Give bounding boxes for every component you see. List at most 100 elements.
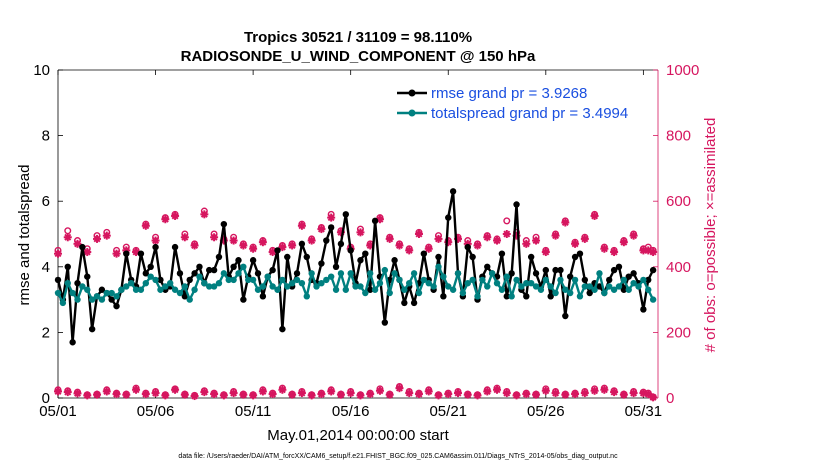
- asterisk-stroke: [542, 387, 550, 395]
- asterisk-stroke: [630, 389, 638, 397]
- obs-low-assimilated-marker: [336, 390, 345, 399]
- obs-low-assimilated-marker: [590, 386, 599, 395]
- asterisk-stroke: [474, 391, 482, 399]
- asterisk-stroke: [210, 390, 218, 398]
- asterisk-stroke: [425, 387, 433, 395]
- series-point-0: [64, 263, 71, 270]
- obs-low-assimilated-marker: [151, 389, 160, 398]
- series-point-0: [596, 283, 603, 290]
- series-point-1: [259, 283, 267, 290]
- series-point-0: [240, 296, 247, 303]
- obs-low-assimilated-marker: [424, 387, 433, 396]
- obs-assimilated-marker: [180, 233, 189, 242]
- series-point-1: [518, 283, 525, 290]
- series-point-1: [532, 283, 540, 290]
- series-point-1: [537, 286, 545, 293]
- series-point-1: [176, 289, 184, 297]
- series-point-1: [103, 289, 110, 297]
- series-point-1: [240, 263, 247, 270]
- series-point-1: [74, 296, 81, 303]
- series-point-1: [196, 273, 203, 280]
- asterisk-stroke: [132, 248, 140, 256]
- y-tick-label-left: 0: [42, 390, 50, 407]
- series-point-1: [415, 289, 423, 297]
- legend-swatch-marker: [408, 109, 416, 117]
- asterisk-stroke: [200, 210, 208, 218]
- series-point-1: [464, 280, 471, 287]
- obs-assimilated-marker: [473, 241, 482, 250]
- series-point-1: [645, 286, 652, 293]
- series-point-1: [157, 286, 164, 293]
- asterisk-stroke: [493, 386, 501, 394]
- obs-low-assimilated-marker: [54, 387, 62, 396]
- series-point-1: [220, 270, 228, 277]
- legend-swatch-marker: [408, 89, 416, 97]
- obs-assimilated-marker: [190, 241, 199, 250]
- series-point-1: [284, 283, 291, 290]
- obs-low-assimilated-marker: [649, 393, 658, 402]
- obs-assimilated-marker: [288, 241, 297, 250]
- series-point-0: [274, 247, 281, 254]
- asterisk-stroke: [337, 391, 345, 399]
- series-point-1: [308, 270, 315, 277]
- series-point-1: [64, 280, 71, 287]
- obs-assimilated-marker: [600, 244, 609, 253]
- series-point-1: [342, 286, 350, 293]
- series-point-1: [445, 283, 452, 290]
- asterisk-stroke: [239, 391, 247, 399]
- obs-assimilated-marker: [278, 243, 287, 252]
- series-point-0: [347, 247, 354, 254]
- obs-low-assimilated-marker: [278, 385, 287, 394]
- asterisk-stroke: [161, 215, 169, 223]
- series-point-0: [342, 211, 350, 218]
- series-point-0: [69, 339, 76, 346]
- obs-low-assimilated-marker: [356, 391, 365, 400]
- series-point-0: [610, 266, 618, 274]
- asterisk-stroke: [298, 222, 306, 230]
- series-point-0: [552, 266, 559, 274]
- asterisk-stroke: [308, 237, 316, 245]
- obs-assimilated-marker: [649, 248, 658, 257]
- asterisk-stroke: [405, 389, 413, 397]
- obs-low-assimilated-marker: [561, 390, 570, 399]
- series-point-1: [93, 293, 101, 300]
- asterisk-stroke: [366, 241, 374, 249]
- series-point-0: [562, 312, 569, 320]
- obs-low-assimilated-marker: [346, 389, 355, 398]
- asterisk-stroke: [581, 235, 589, 243]
- series-point-0: [157, 276, 164, 284]
- series-point-1: [123, 283, 130, 290]
- asterisk-stroke: [434, 235, 442, 243]
- x-axis-label: May.01,2014 00:00:00 start: [267, 427, 449, 444]
- asterisk-stroke: [239, 241, 247, 249]
- series-point-1: [352, 283, 359, 290]
- series-point-1: [186, 296, 193, 303]
- series-point-1: [630, 280, 637, 287]
- series-point-0: [581, 276, 589, 284]
- asterisk-stroke: [83, 391, 91, 399]
- series-point-1: [391, 270, 398, 277]
- series-point-0: [513, 201, 520, 208]
- asterisk-stroke: [600, 386, 608, 394]
- series-point-1: [430, 283, 437, 290]
- asterisk-stroke: [630, 232, 638, 240]
- series-point-1: [503, 273, 510, 280]
- asterisk-stroke: [644, 390, 652, 398]
- series-point-0: [235, 257, 242, 264]
- series-point-0: [586, 289, 593, 297]
- series-point-0: [508, 270, 515, 277]
- obs-assimilated-marker: [141, 221, 150, 230]
- series-point-0: [571, 253, 579, 261]
- series-point-0: [645, 276, 652, 284]
- asterisk-stroke: [493, 237, 501, 245]
- x-tick-label: 05/06: [137, 403, 175, 420]
- obs-assimilated-marker: [580, 234, 589, 243]
- obs-low-assimilated-marker: [483, 387, 492, 396]
- obs-low-assimilated-marker: [463, 390, 472, 399]
- asterisk-stroke: [532, 391, 540, 399]
- series-point-1: [366, 270, 374, 277]
- y-tick-label-right: 400: [666, 259, 691, 276]
- series-point-1: [596, 270, 603, 277]
- series-point-0: [327, 224, 335, 231]
- series-point-1: [332, 286, 340, 293]
